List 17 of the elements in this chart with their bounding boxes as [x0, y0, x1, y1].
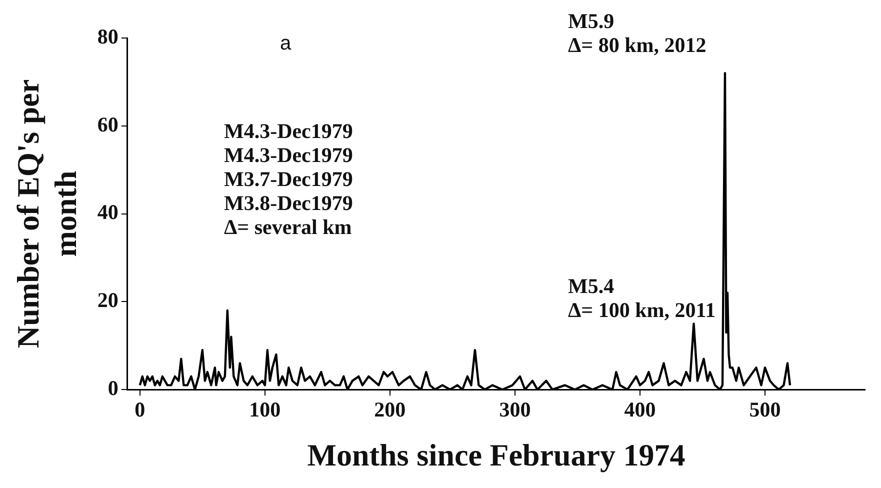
x-tick-label: 100 [249, 398, 281, 422]
y-tick-label: 60 [97, 112, 118, 136]
y-tick-label: 20 [97, 288, 118, 312]
x-tick-label: 300 [499, 398, 531, 422]
x-tick-label: 500 [749, 398, 781, 422]
x-tick-label: 200 [374, 398, 406, 422]
annotation: M5.4 Δ= 100 km, 2011 [568, 274, 716, 322]
y-tick-label: 40 [97, 200, 118, 224]
x-tick-label: 400 [624, 398, 656, 422]
annotation: M4.3-Dec1979 M4.3-Dec1979 M3.7-Dec1979 M3.8-Dec1979 Δ= several km [224, 118, 353, 239]
annotation: M5.9 Δ= 80 km, 2012 [568, 8, 706, 57]
y-axis-title: Number of EQ's per month [10, 79, 83, 348]
x-axis-title: Months since February 1974 [307, 437, 686, 472]
y-tick-label: 80 [97, 24, 118, 48]
x-tick-label: 0 [134, 398, 146, 422]
y-tick-label: 0 [108, 376, 118, 400]
annotation: a [280, 32, 292, 55]
